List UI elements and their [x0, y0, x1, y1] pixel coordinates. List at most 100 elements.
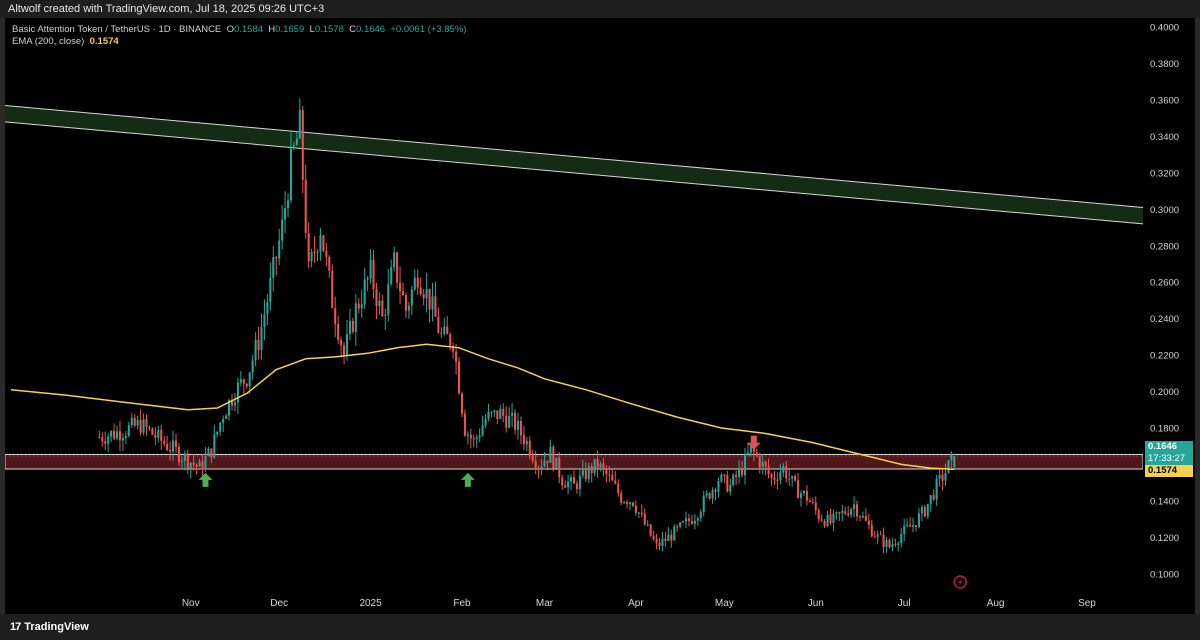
- candle-body: [844, 511, 847, 514]
- candle-body: [888, 540, 891, 547]
- candle-body: [947, 460, 950, 473]
- candle-body: [823, 520, 826, 526]
- candle-body: [343, 345, 346, 356]
- candle-body: [726, 474, 729, 492]
- candle-body: [463, 413, 466, 436]
- candle-body: [755, 452, 758, 456]
- candle-body: [487, 412, 490, 419]
- candle-body: [195, 464, 198, 467]
- candle-body: [749, 445, 752, 453]
- candle-body: [384, 314, 387, 316]
- candle-body: [113, 430, 116, 439]
- candle-body: [838, 512, 841, 514]
- snapshot-caption: Altwolf created with TradingView.com, Ju…: [0, 0, 1200, 18]
- candle-body: [690, 520, 693, 524]
- tradingview-mark-icon: 17: [10, 621, 21, 633]
- candle-body: [508, 415, 511, 428]
- candle-body: [281, 219, 284, 241]
- candle-body: [549, 446, 552, 463]
- candle-body: [885, 540, 888, 547]
- candle-body: [340, 339, 343, 346]
- candle-body: [401, 291, 405, 296]
- candle-body: [767, 466, 770, 475]
- candle-body: [236, 382, 239, 403]
- candle-body: [263, 314, 266, 327]
- price-axis[interactable]: [1143, 18, 1195, 592]
- candle-body: [393, 252, 396, 268]
- time-tick-label: Mar: [536, 598, 554, 609]
- candle-body: [623, 502, 626, 504]
- candle-body: [416, 277, 419, 288]
- candle-body: [802, 490, 805, 494]
- ohlc-low: 0.1578: [314, 24, 344, 35]
- candle-body: [791, 476, 794, 479]
- candle-body: [422, 294, 425, 299]
- candle-body: [325, 250, 328, 257]
- candle-body: [723, 474, 726, 476]
- ema-row[interactable]: EMA (200, close) 0.1574: [12, 36, 466, 48]
- time-tick-label: Jun: [808, 598, 824, 609]
- candle-body: [596, 458, 599, 468]
- candle-body: [682, 521, 685, 523]
- candle-body: [295, 138, 298, 146]
- candle-body: [204, 456, 207, 470]
- candle-body: [729, 485, 732, 492]
- candle-body: [646, 524, 649, 526]
- price-tick-label: 0.3400: [1150, 132, 1179, 143]
- candle-body: [661, 538, 664, 547]
- candle-body: [564, 485, 567, 488]
- candle-body: [855, 504, 859, 517]
- candle-body: [399, 282, 402, 292]
- time-axis[interactable]: [5, 592, 1195, 614]
- candle-body: [216, 431, 219, 435]
- candle-body: [805, 490, 808, 501]
- candle-body: [505, 415, 508, 428]
- candle-body: [546, 460, 549, 463]
- candle-body: [519, 420, 522, 436]
- candle-body: [797, 480, 800, 499]
- tradingview-logo[interactable]: 17 TradingView: [10, 620, 89, 634]
- candle-body: [950, 453, 953, 461]
- price-tick-label: 0.2400: [1150, 314, 1179, 325]
- candle-body: [115, 431, 119, 439]
- candle-body: [578, 475, 581, 490]
- candle-body: [133, 417, 136, 426]
- candle-body: [319, 235, 322, 252]
- chart-legend: Basic Attention Token / TetherUS · 1D · …: [12, 24, 466, 48]
- candle-body: [932, 495, 935, 500]
- price-tick-label: 0.1000: [1150, 569, 1179, 580]
- candle-body: [201, 461, 204, 470]
- candle-body: [741, 468, 744, 476]
- candle-body: [225, 415, 228, 419]
- candle-body: [696, 518, 699, 521]
- candle-body: [310, 251, 313, 262]
- candle-body: [354, 303, 357, 332]
- candle-body: [587, 466, 590, 480]
- symbol-title[interactable]: Basic Attention Token / TetherUS · 1D · …: [12, 24, 222, 35]
- time-tick-label: Feb: [453, 598, 471, 609]
- candle-body: [879, 534, 882, 536]
- candle-body: [449, 334, 452, 346]
- candle-body: [104, 441, 107, 444]
- ohlc-high-label: H: [268, 24, 276, 35]
- candle-body: [404, 295, 407, 311]
- price-tick-label: 0.1200: [1150, 533, 1179, 544]
- candle-body: [900, 533, 903, 544]
- candle-body: [938, 474, 941, 479]
- candle-body: [413, 277, 416, 290]
- resistance-upper-line: [5, 104, 1143, 209]
- candle-body: [634, 505, 637, 513]
- candle-body: [906, 524, 909, 526]
- candle-body: [511, 412, 514, 416]
- candle-body: [785, 465, 788, 479]
- candle-body: [909, 524, 912, 527]
- symbol-row: Basic Attention Token / TetherUS · 1D · …: [12, 24, 466, 36]
- price-tick-label: 0.4000: [1150, 23, 1179, 34]
- candle-body: [522, 435, 525, 445]
- candle-body: [493, 410, 496, 413]
- candle-body: [387, 284, 390, 315]
- chart-pane[interactable]: [5, 18, 1143, 592]
- candle-body: [207, 448, 210, 457]
- candle-body: [867, 520, 870, 525]
